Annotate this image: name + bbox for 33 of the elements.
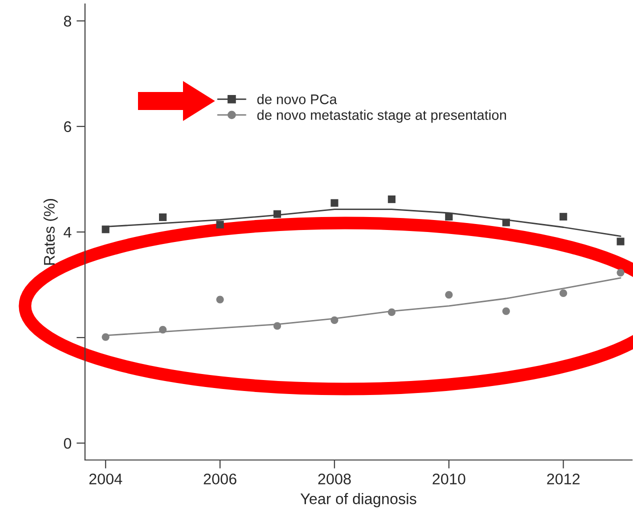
point [273,322,282,330]
point [216,296,224,304]
point [159,326,167,334]
x-axis-title: Year of diagnosis [300,492,416,508]
y-axis-title: Rates (%) [44,198,58,265]
point [102,333,110,341]
point [445,212,453,220]
x-tick-label: 2010 [432,474,466,484]
y-tick-label: 8 [64,16,72,27]
point [388,308,396,316]
point [560,289,568,298]
y-tick-label: 4 [64,227,72,238]
point [330,199,338,207]
x-tick-label: 2008 [318,474,351,484]
legend-label: de novo PCa [257,94,338,104]
point [273,210,282,218]
x-tick-label: 2006 [204,474,236,484]
point [388,195,396,204]
point [502,307,510,315]
point [616,268,624,276]
point [330,316,338,324]
point [445,291,453,299]
legend-label: de novo metastatic stage at presentation [257,110,506,123]
x-tick-label: 2012 [547,474,580,484]
y-tick-label: 0 [64,438,72,449]
point [502,218,510,226]
point [159,213,167,222]
point [616,238,624,246]
x-tick-label: 2004 [89,474,122,484]
point [216,220,224,228]
point [560,212,568,220]
y-tick-label: 6 [64,121,72,132]
point [102,226,110,234]
